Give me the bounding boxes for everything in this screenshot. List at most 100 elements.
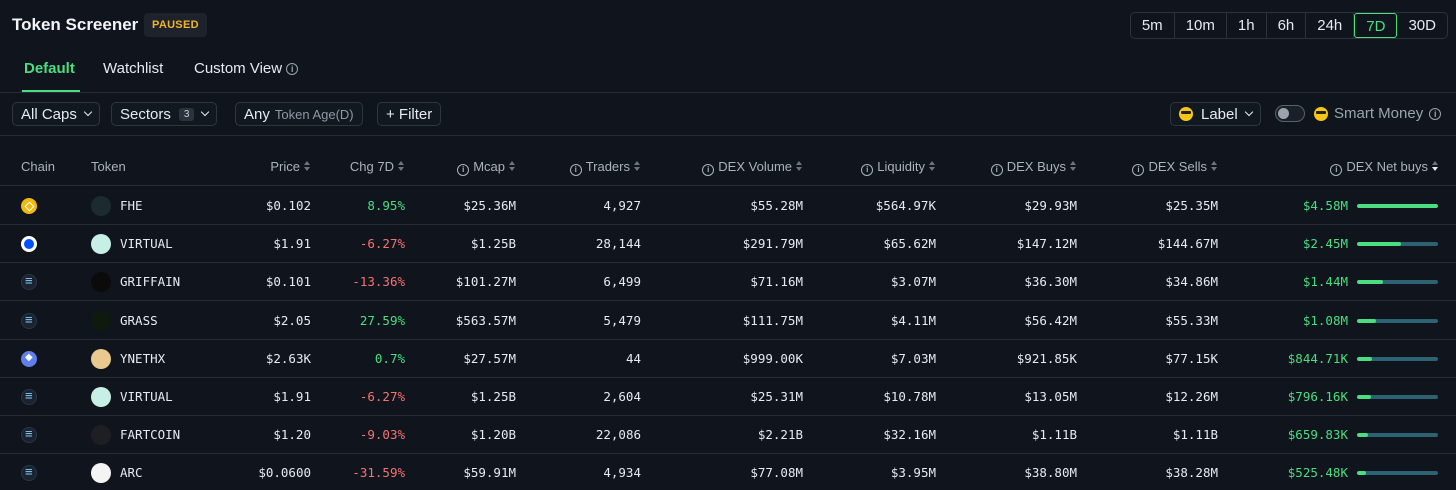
col-chg[interactable]: Chg 7D <box>350 159 405 174</box>
timeframe-7d[interactable]: 7D <box>1354 13 1398 38</box>
col-dex-buys[interactable]: i DEX Buys <box>990 159 1077 176</box>
timeframe-1h[interactable]: 1h <box>1227 13 1267 38</box>
col-dex-net-buys[interactable]: i DEX Net buys <box>1330 159 1439 176</box>
cell-dex-volume: $25.31M <box>750 389 803 404</box>
timeframe-5m[interactable]: 5m <box>1131 13 1175 38</box>
cell-chg: 27.59% <box>359 312 405 328</box>
tab-custom-view[interactable]: Custom View i <box>194 60 299 77</box>
token-age-value: Any <box>244 105 270 123</box>
table-row[interactable]: GRASS $2.05 27.59% $563.57M 5,479 $111.75M $4.… <box>0 302 1456 340</box>
col-liquidity[interactable]: i Liquidity <box>861 159 936 176</box>
net-buys-bar-fill <box>1357 242 1401 247</box>
cell-price: $0.0600 <box>258 465 311 481</box>
timeframe-24h[interactable]: 24h <box>1306 13 1355 38</box>
cell-net-buys: $844.71K <box>1287 350 1348 366</box>
table-row[interactable]: YNETHX $2.63K 0.7% $27.57M 44 $999.00K $7.03M $… <box>0 340 1456 378</box>
cell-traders: 5,479 <box>603 312 641 328</box>
info-icon[interactable]: i <box>286 63 299 75</box>
timeframe-30d[interactable]: 30D <box>1408 17 1436 34</box>
cell-traders: 22,086 <box>595 427 641 443</box>
col-mcap-label: Mcap <box>473 159 505 174</box>
add-filter-button[interactable]: + Filter <box>377 102 442 126</box>
token-name[interactable]: YNETHX <box>120 350 166 366</box>
cell-price: $2.05 <box>273 312 311 328</box>
smart-money-label-group: Smart Money i <box>1314 105 1442 122</box>
token-name[interactable]: GRASS <box>120 312 158 328</box>
tab-watchlist[interactable]: Watchlist <box>103 60 164 77</box>
timeframe-10m[interactable]: 10m <box>1175 13 1227 38</box>
cell-dex-sells: $38.28M <box>1165 465 1218 481</box>
sectors-dropdown[interactable]: Sectors 3 <box>111 102 218 126</box>
cell-dex-volume: $291.79M <box>742 236 803 252</box>
token-name[interactable]: FARTCOIN <box>120 427 181 443</box>
col-dex-sells[interactable]: i DEX Sells <box>1132 159 1218 176</box>
cell-dex-sells: $12.26M <box>1165 389 1218 404</box>
sort-icon <box>796 161 803 172</box>
cell-mcap: $101.27M <box>455 274 516 290</box>
sol-chain-icon <box>21 388 37 405</box>
col-price[interactable]: Price <box>270 159 311 174</box>
sort-desc-icon <box>1432 161 1439 172</box>
table-row[interactable]: VIRTUAL $1.91 -6.27% $1.25B 28,144 $291.79M $6… <box>0 225 1456 264</box>
smart-money-toggle[interactable] <box>1275 105 1305 122</box>
cell-mcap: $1.25B <box>470 236 516 252</box>
cell-dex-volume: $55.28M <box>750 198 803 213</box>
col-traders[interactable]: i Traders <box>569 159 641 176</box>
timeframe-6h[interactable]: 6h <box>1267 13 1307 38</box>
net-buys-bar <box>1357 395 1438 399</box>
sort-icon <box>509 161 516 172</box>
cell-liquidity: $7.03M <box>890 350 936 366</box>
cell-dex-buys: $29.93M <box>1024 198 1077 213</box>
col-chg-label: Chg 7D <box>349 159 394 174</box>
filter-bar: All Caps Sectors 3 Any Token Age(D) + Fi… <box>0 93 1456 136</box>
table-row[interactable]: ARC $0.0600 -31.59% $59.91M 4,934 $77.08M $3.9… <box>0 454 1456 490</box>
token-age-filter[interactable]: Any Token Age(D) <box>235 102 363 126</box>
cell-traders: 4,927 <box>603 198 641 213</box>
cell-traders: 6,499 <box>603 274 641 290</box>
net-buys-bar-fill <box>1357 356 1372 361</box>
info-icon: i <box>457 164 470 176</box>
cell-dex-sells: $1.11B <box>1172 427 1218 443</box>
col-dex-net-buys-label: DEX Net buys <box>1346 159 1428 174</box>
sunglasses-icon <box>1314 106 1328 121</box>
chevron-down-icon <box>201 107 210 117</box>
info-icon: i <box>702 164 715 176</box>
cell-liquidity: $65.62M <box>883 236 936 252</box>
net-buys-bar-fill <box>1357 471 1366 476</box>
col-mcap[interactable]: i Mcap <box>457 159 516 176</box>
chevron-down-icon <box>1244 107 1253 117</box>
sort-icon <box>398 161 405 172</box>
table-row[interactable]: FARTCOIN $1.20 -9.03% $1.20B 22,086 $2.21B $32… <box>0 416 1456 455</box>
cell-chg: 0.7% <box>374 350 405 366</box>
sectors-count-badge: 3 <box>178 107 195 121</box>
cell-dex-buys: $921.85K <box>1016 350 1077 366</box>
cell-price: $1.20 <box>273 427 311 443</box>
cell-mcap: $25.36M <box>463 198 516 213</box>
cell-chg: -6.27% <box>359 236 405 252</box>
info-icon: i <box>990 164 1003 176</box>
token-name[interactable]: ARC <box>120 465 143 481</box>
cell-chg: -13.36% <box>352 274 405 290</box>
info-icon: i <box>569 164 582 176</box>
table-row[interactable]: GRIFFAIN $0.101 -13.36% $101.27M 6,499 $71.16… <box>0 263 1456 302</box>
cell-net-buys: $2.45M <box>1302 236 1348 252</box>
cell-liquidity: $3.95M <box>890 465 936 481</box>
info-icon[interactable]: i <box>1429 107 1442 120</box>
sunglasses-icon <box>1179 107 1193 121</box>
tab-default[interactable]: Default <box>24 60 75 77</box>
label-dropdown[interactable]: Label <box>1170 102 1261 126</box>
virtual-icon <box>91 234 111 255</box>
caps-dropdown[interactable]: All Caps <box>12 102 100 126</box>
table-header: Chain Token Price Chg 7D i Mcap i Traders … <box>0 136 1456 186</box>
table-row[interactable]: VIRTUAL $1.91 -6.27% $1.25B 2,604 $25.31M $10.… <box>0 378 1456 416</box>
table-row[interactable]: FHE $0.102 8.95% $25.36M 4,927 $55.28M $564.97… <box>0 187 1456 225</box>
col-dex-volume[interactable]: i DEX Volume <box>702 159 803 176</box>
sort-icon <box>929 161 936 172</box>
token-name[interactable]: VIRTUAL <box>120 389 173 404</box>
token-name[interactable]: GRIFFAIN <box>120 274 181 290</box>
cell-mcap: $563.57M <box>455 312 516 328</box>
net-buys-bar-fill <box>1357 395 1371 399</box>
sectors-dropdown-label: Sectors <box>120 105 171 123</box>
token-name[interactable]: FHE <box>120 198 143 213</box>
token-name[interactable]: VIRTUAL <box>120 236 173 252</box>
